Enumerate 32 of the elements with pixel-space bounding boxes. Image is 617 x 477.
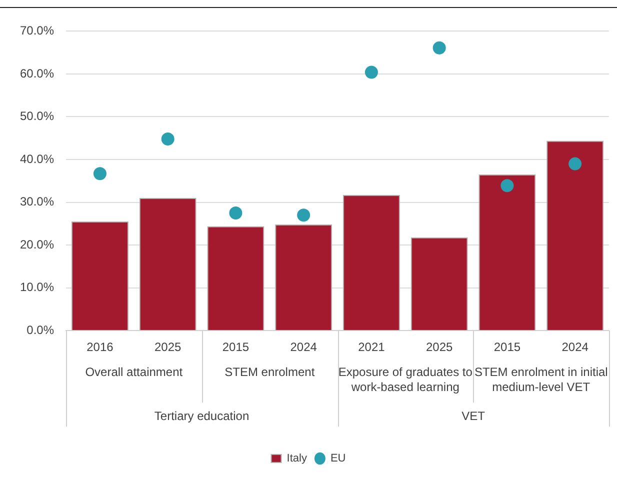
point [229, 206, 242, 220]
y-tick-label: 40.0% [20, 152, 54, 166]
point [432, 41, 446, 54]
text: VET [462, 408, 486, 423]
y-tick-label: 60.0% [20, 66, 54, 80]
x-tick-label: 2025 [154, 340, 182, 354]
y-tick-label: 20.0% [20, 237, 54, 252]
text: STEM enrolment [224, 364, 316, 379]
y-tick-label: 30.0% [20, 194, 54, 209]
x-tick-label: 2025 [426, 340, 453, 354]
point [364, 66, 378, 79]
y-tick-label: 10.0% [20, 280, 54, 294]
text: STEM enrolment in initial medium-level VET [474, 364, 608, 394]
x-tick-label: 2015 [222, 340, 250, 354]
x-tick-label: 2015 [494, 340, 521, 354]
point [161, 132, 174, 146]
point [568, 157, 582, 170]
text: Overall attainment [85, 364, 184, 379]
point [93, 167, 106, 180]
text: Tertiary education [154, 408, 250, 423]
x-tick-label: 2024 [290, 340, 318, 354]
y-tick-label: 0.0% [26, 322, 54, 337]
point [500, 179, 514, 192]
point [297, 208, 310, 222]
legend-label: EU [330, 452, 346, 465]
x-tick-label: 2024 [562, 340, 589, 354]
x-tick-label: 2021 [358, 340, 386, 354]
legend-label: Italy [286, 452, 308, 465]
y-tick-label: 50.0% [20, 109, 54, 124]
y-tick-label: 70.0% [20, 24, 54, 38]
text: Exposure of graduates to work-based learning [338, 364, 473, 394]
x-tick-label: 2016 [86, 340, 114, 354]
